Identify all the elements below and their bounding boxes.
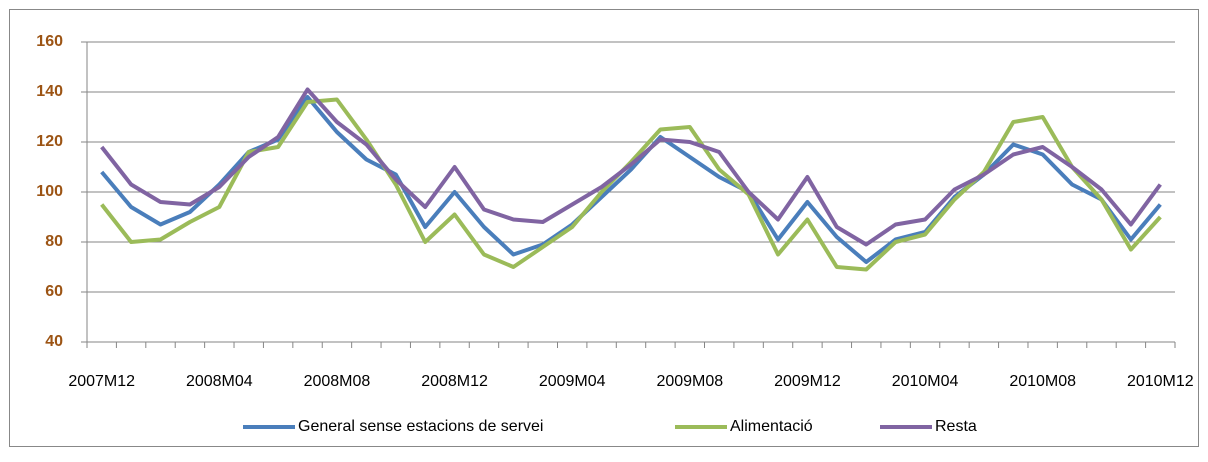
y-tick-label: 60 <box>45 283 63 300</box>
series-line <box>100 87 1162 247</box>
x-tick-label: 2008M04 <box>186 373 253 390</box>
y-tick-label: 160 <box>36 33 63 50</box>
legend-label: Alimentació <box>730 418 813 435</box>
y-tick-label: 120 <box>36 133 63 150</box>
legend-label: Resta <box>935 418 977 435</box>
y-tick-label: 40 <box>45 333 63 350</box>
y-tick-label: 80 <box>45 233 63 250</box>
chart-border <box>9 9 1199 447</box>
x-tick-label: 2009M04 <box>539 373 606 390</box>
x-tick-label: 2010M08 <box>1009 373 1076 390</box>
x-tick-label: 2009M08 <box>656 373 723 390</box>
x-tick-label: 2010M04 <box>892 373 959 390</box>
legend-label: General sense estacions de servei <box>298 418 543 435</box>
x-tick-label: 2007M12 <box>68 373 135 390</box>
x-tick-label: 2009M12 <box>774 373 841 390</box>
x-tick-label: 2008M12 <box>421 373 488 390</box>
x-tick-label: 2008M08 <box>304 373 371 390</box>
y-tick-label: 140 <box>36 83 63 100</box>
x-tick-label: 2010M12 <box>1127 373 1194 390</box>
y-tick-label: 100 <box>36 183 63 200</box>
